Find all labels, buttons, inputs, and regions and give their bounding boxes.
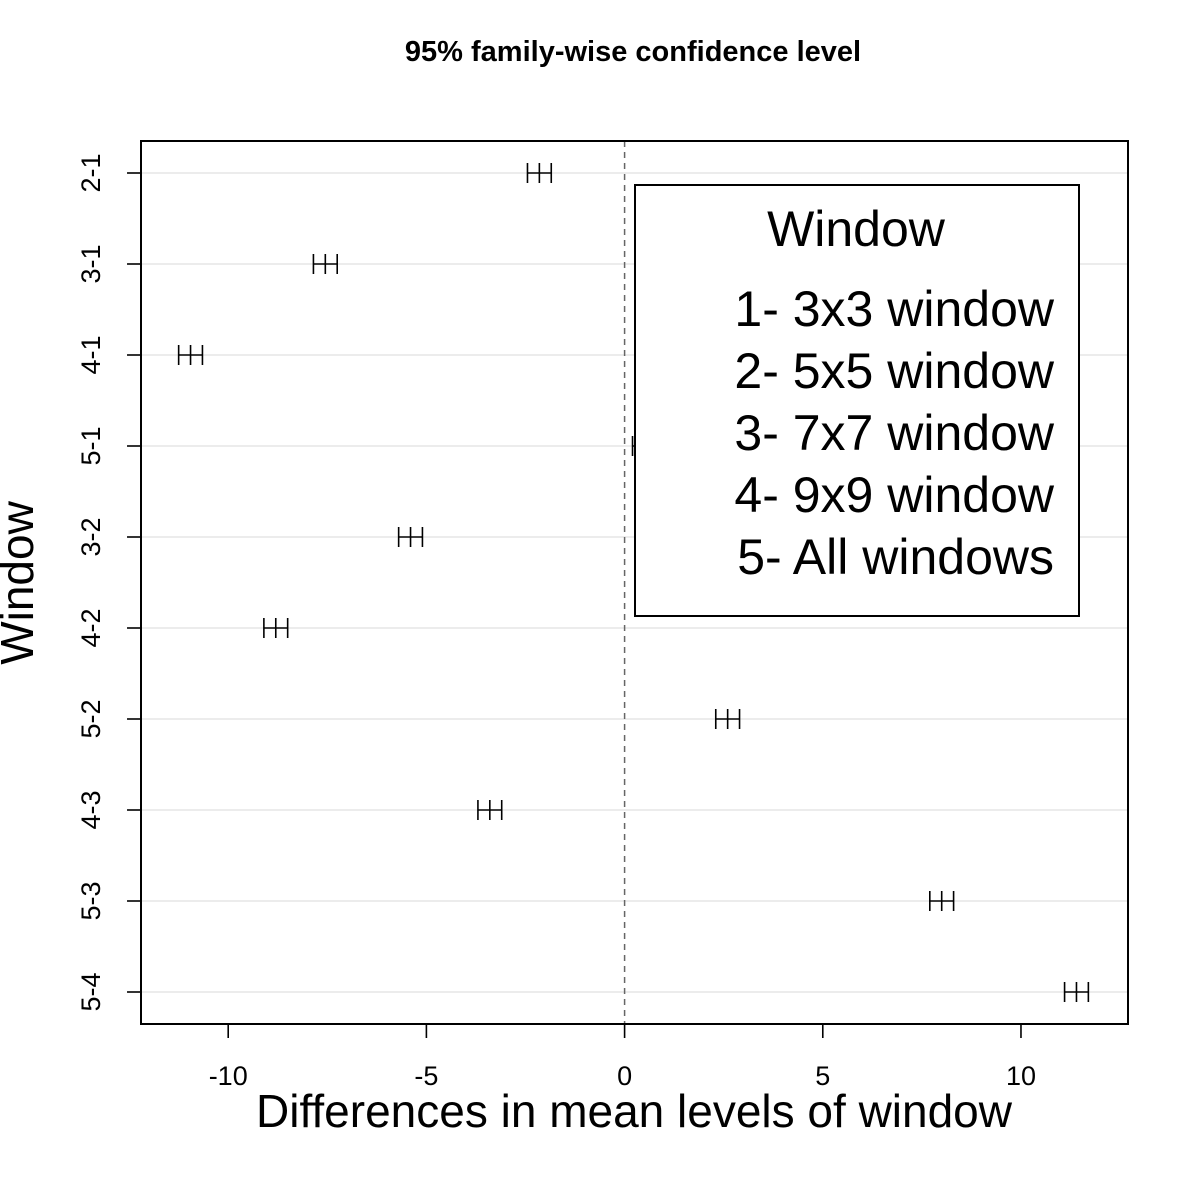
y-axis: 2-1 3-1 4-1 5-1 3-2 4-2 5-2 4-3 5-3 5-4 <box>76 153 141 1012</box>
legend-entry-4: 4- 9x9 window <box>734 467 1054 523</box>
y-tick-label-2-1: 2-1 <box>76 153 106 192</box>
legend-entry-1: 1- 3x3 window <box>734 281 1054 337</box>
y-tick-label-5-2: 5-2 <box>76 699 106 738</box>
interval-5-4 <box>1063 982 1090 1002</box>
y-tick-label-4-3: 4-3 <box>76 790 106 829</box>
interval-4-2 <box>263 618 289 638</box>
x-tick-label-10: 10 <box>1006 1061 1036 1091</box>
interval-4-1 <box>177 345 204 365</box>
legend: Window 1- 3x3 window 2- 5x5 window 3- 7x7 … <box>634 184 1080 617</box>
x-tick-label-0: 0 <box>617 1061 632 1091</box>
y-tick-label-3-1: 3-1 <box>76 244 106 283</box>
interval-5-3 <box>929 891 955 911</box>
interval-4-3 <box>477 800 503 820</box>
y-tick-label-3-2: 3-2 <box>76 517 106 556</box>
x-tick-label-5: 5 <box>815 1061 830 1091</box>
y-tick-label-4-2: 4-2 <box>76 608 106 647</box>
y-tick-label-5-3: 5-3 <box>76 881 106 920</box>
x-axis-label: Differences in mean levels of window <box>256 1085 1013 1137</box>
x-tick-label--10: -10 <box>209 1061 248 1091</box>
x-axis: -10 -5 0 5 10 <box>209 1023 1036 1091</box>
interval-3-2 <box>397 527 424 547</box>
interval-3-1 <box>312 254 339 274</box>
y-axis-label: Window <box>0 500 43 664</box>
legend-title: Window <box>767 201 946 257</box>
legend-entry-2: 2- 5x5 window <box>734 343 1054 399</box>
interval-5-2 <box>714 709 741 729</box>
y-tick-label-5-4: 5-4 <box>76 972 106 1011</box>
interval-2-1 <box>526 163 553 183</box>
y-tick-label-5-1: 5-1 <box>76 426 106 465</box>
legend-entry-5: 5- All windows <box>737 529 1054 585</box>
chart-title: 95% family-wise confidence level <box>405 36 861 68</box>
legend-box <box>634 184 1080 617</box>
x-tick-label--5: -5 <box>414 1061 438 1091</box>
legend-entry-3: 3- 7x7 window <box>734 405 1054 461</box>
y-tick-label-4-1: 4-1 <box>76 335 106 374</box>
legend-entries: 1- 3x3 window 2- 5x5 window 3- 7x7 window 4… <box>734 281 1054 585</box>
